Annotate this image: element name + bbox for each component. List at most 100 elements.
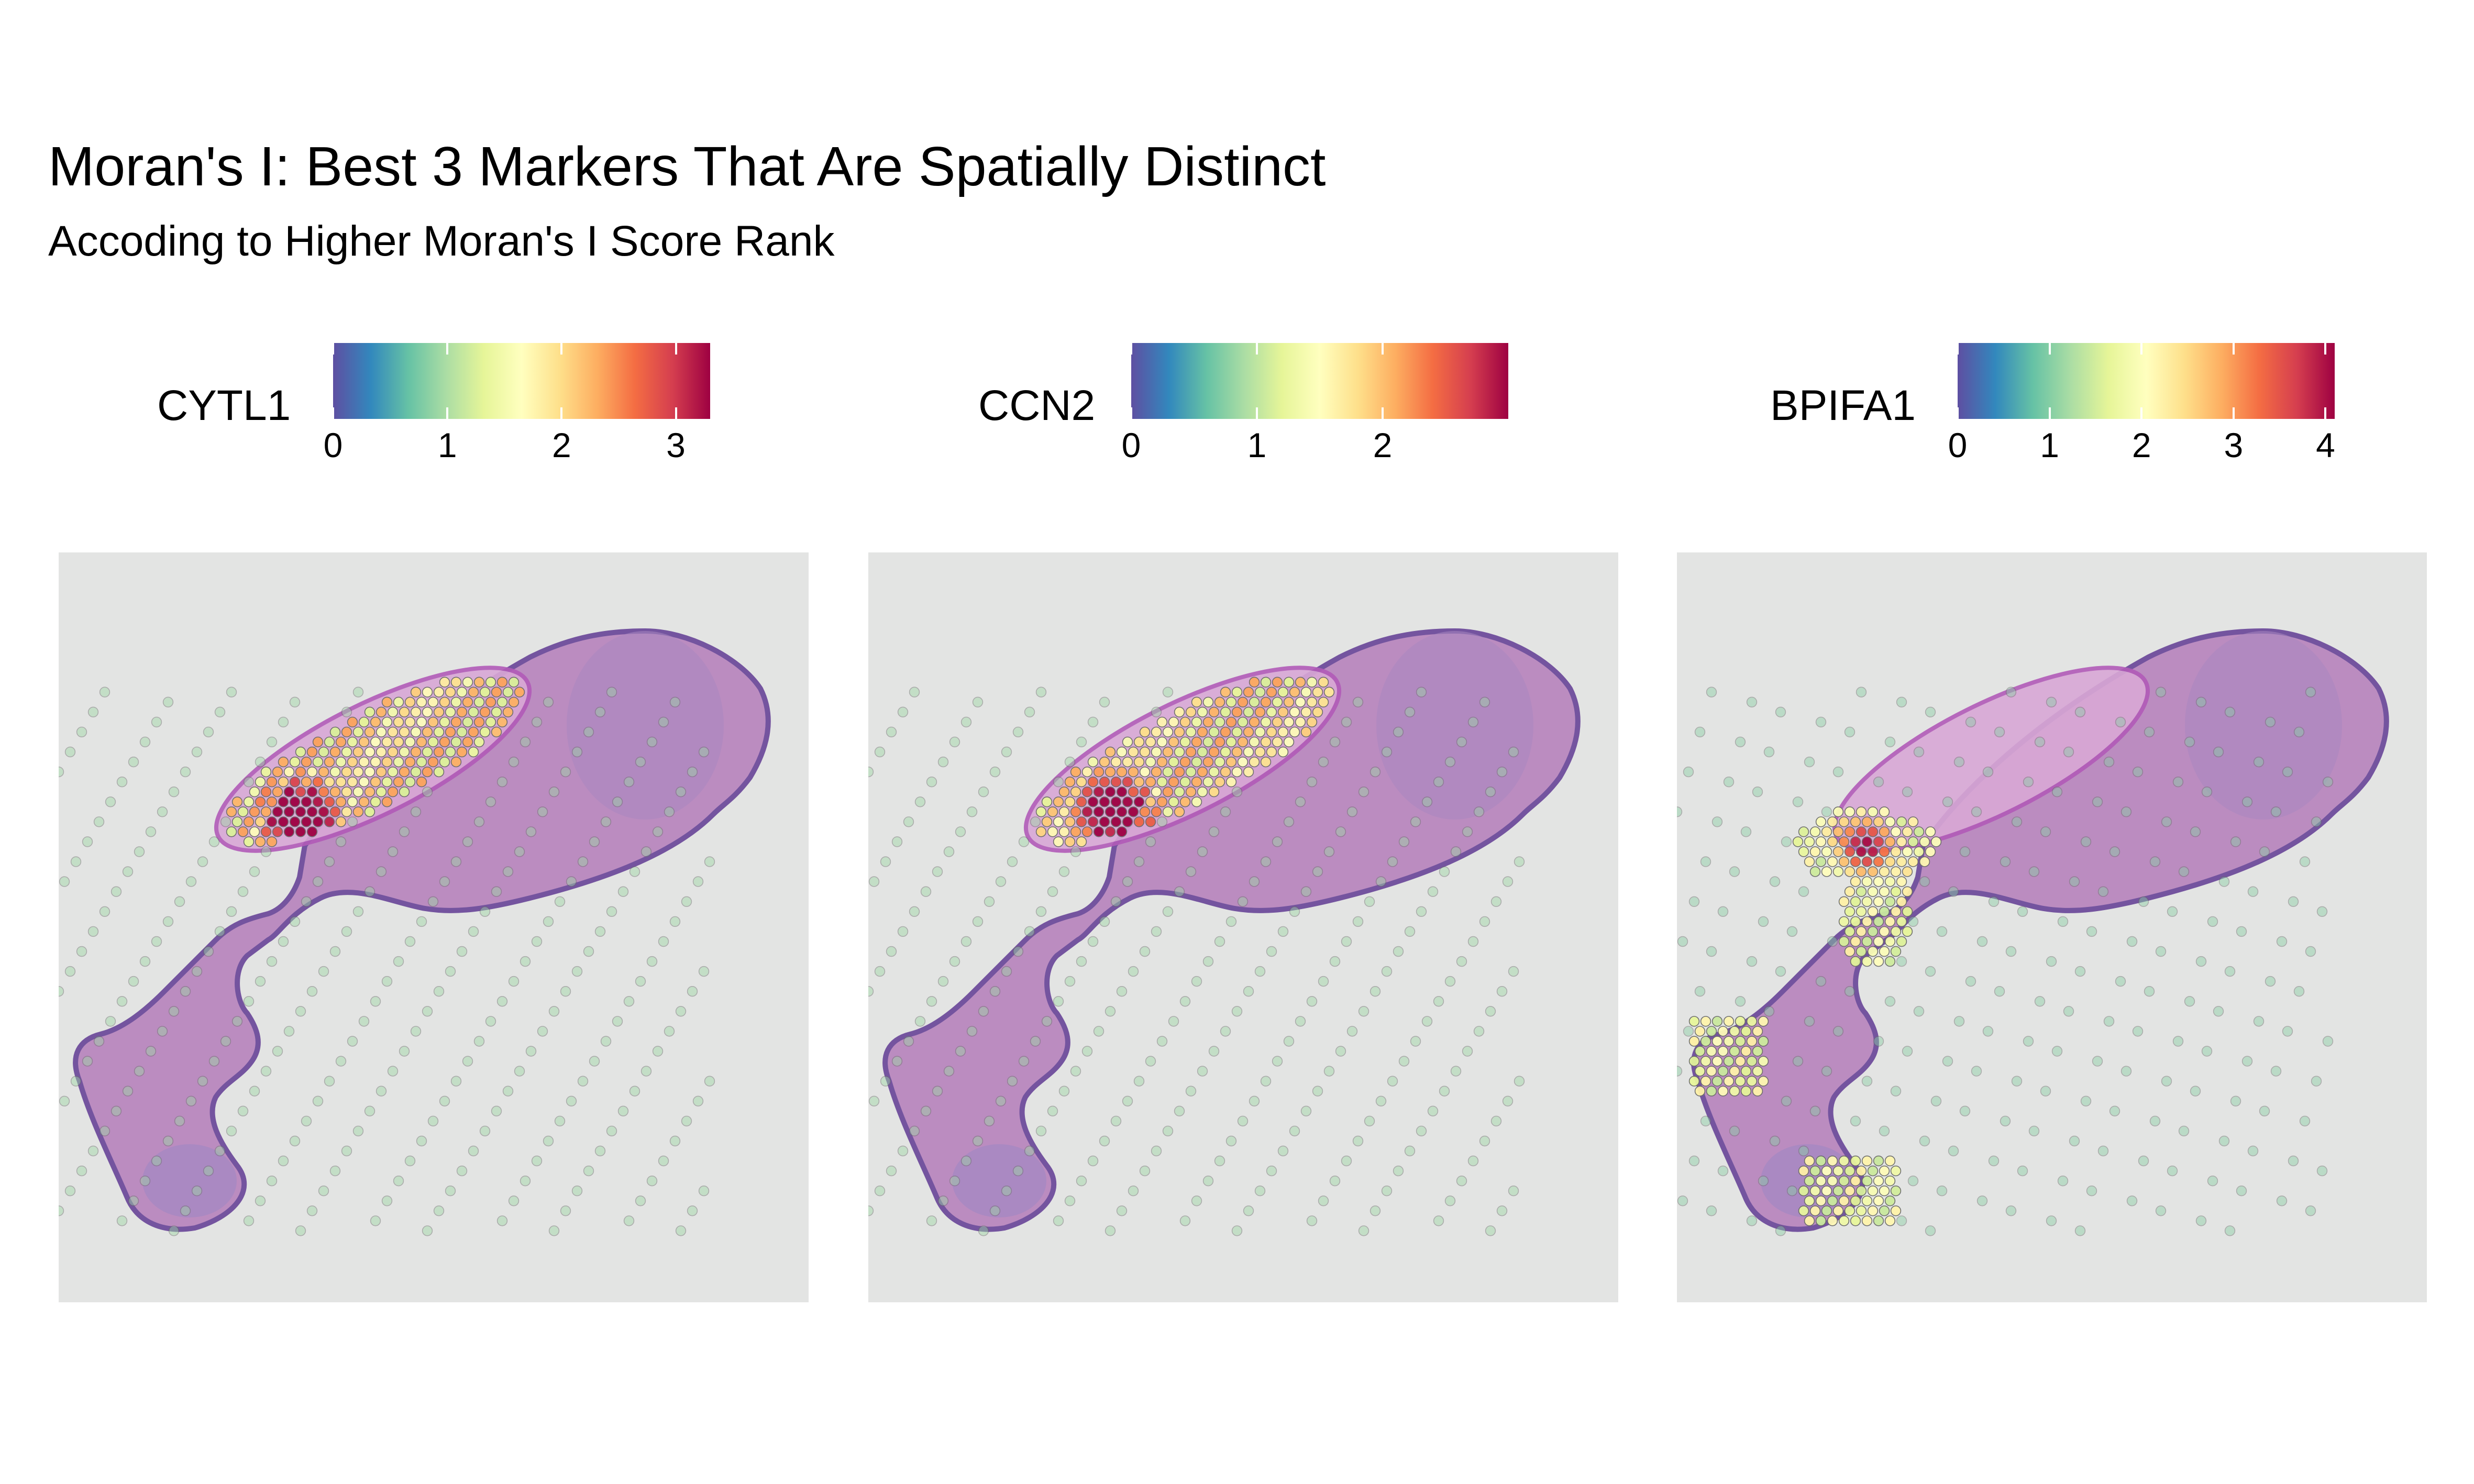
spot — [1260, 716, 1272, 728]
spot — [2265, 976, 2276, 987]
spot — [312, 736, 324, 748]
spot — [255, 1195, 266, 1206]
gland-region — [142, 1144, 237, 1217]
spot — [554, 896, 566, 907]
spot — [1884, 996, 1896, 1007]
spot — [1879, 946, 1890, 957]
spot — [76, 726, 87, 738]
spot — [1496, 1205, 1508, 1216]
spot — [1151, 926, 1162, 937]
spot — [87, 1145, 99, 1157]
spot — [2109, 1105, 2120, 1117]
spot — [1231, 726, 1243, 738]
colorbar-tick — [1382, 343, 1384, 355]
spot — [1243, 985, 1254, 997]
spot — [1919, 1135, 1930, 1147]
spot — [1300, 1105, 1312, 1117]
spot — [589, 836, 600, 847]
spot — [1283, 716, 1295, 728]
spot — [658, 1155, 669, 1167]
spot — [203, 726, 214, 738]
spot — [1809, 1165, 1821, 1177]
spot — [594, 1145, 606, 1157]
spot — [1387, 856, 1398, 867]
spot — [1809, 826, 1821, 837]
spot — [1035, 806, 1047, 817]
spot — [600, 816, 612, 827]
spot — [462, 736, 473, 748]
spot — [1214, 756, 1225, 768]
spot — [1879, 906, 1890, 917]
spot — [1300, 686, 1312, 697]
colorbar-tick-label: 1 — [437, 426, 457, 464]
spot — [1867, 886, 1879, 897]
spot — [669, 696, 681, 707]
spot — [157, 1026, 168, 1037]
spot — [1208, 726, 1220, 738]
spot — [1087, 936, 1099, 947]
spot — [1001, 746, 1012, 758]
spot — [295, 806, 306, 817]
spot — [1879, 806, 1890, 817]
spot — [289, 816, 301, 827]
spot — [416, 777, 427, 788]
spot — [2259, 1105, 2270, 1117]
spot — [1335, 1046, 1346, 1057]
spot — [1122, 1095, 1133, 1107]
spot — [1358, 1225, 1369, 1236]
spot — [1925, 1225, 1936, 1236]
spot — [1844, 1185, 1856, 1197]
spot — [1329, 956, 1341, 967]
spot — [2115, 976, 2126, 987]
spot — [669, 916, 681, 927]
spot — [2282, 766, 2293, 778]
spot — [1306, 677, 1318, 688]
spot — [1873, 1155, 1884, 1167]
spot — [1873, 956, 1884, 967]
spot — [375, 866, 387, 877]
spot — [1850, 1215, 1861, 1226]
spot — [1306, 1215, 1318, 1226]
spot — [105, 796, 116, 807]
spot — [237, 806, 249, 817]
spot — [926, 996, 937, 1007]
spot — [1076, 836, 1087, 847]
spot — [1162, 806, 1174, 817]
spot — [59, 766, 64, 778]
spot — [404, 1155, 416, 1167]
spot — [1913, 826, 1925, 837]
spot — [335, 1056, 347, 1067]
spot — [445, 686, 456, 697]
spot — [1781, 836, 1792, 847]
spot — [1821, 1185, 1832, 1197]
spot — [1861, 816, 1873, 827]
spot — [301, 756, 312, 768]
spot — [1473, 806, 1485, 817]
spot — [1024, 706, 1035, 717]
spot — [508, 976, 520, 987]
spot — [1879, 1205, 1890, 1216]
spot — [1231, 686, 1243, 697]
spot — [1099, 816, 1110, 827]
spot — [1508, 1185, 1519, 1197]
spot — [1867, 806, 1879, 817]
spot — [1850, 936, 1861, 947]
spot — [1277, 746, 1289, 758]
spot — [1254, 706, 1266, 717]
spot — [1717, 1066, 1729, 1077]
colorbar-ccn2 — [1131, 343, 1508, 419]
spot — [548, 1006, 560, 1017]
spot — [347, 756, 358, 768]
spot — [260, 1066, 272, 1077]
spot — [1850, 1195, 1861, 1206]
spot — [1490, 896, 1502, 907]
spot — [1243, 1205, 1254, 1216]
spot — [1133, 816, 1145, 827]
gland-region — [567, 631, 724, 819]
spot — [2201, 1046, 2213, 1057]
spot — [260, 787, 272, 798]
spot — [220, 1036, 231, 1047]
spot — [1087, 816, 1099, 827]
spot — [1087, 777, 1099, 788]
spot — [1850, 816, 1861, 827]
